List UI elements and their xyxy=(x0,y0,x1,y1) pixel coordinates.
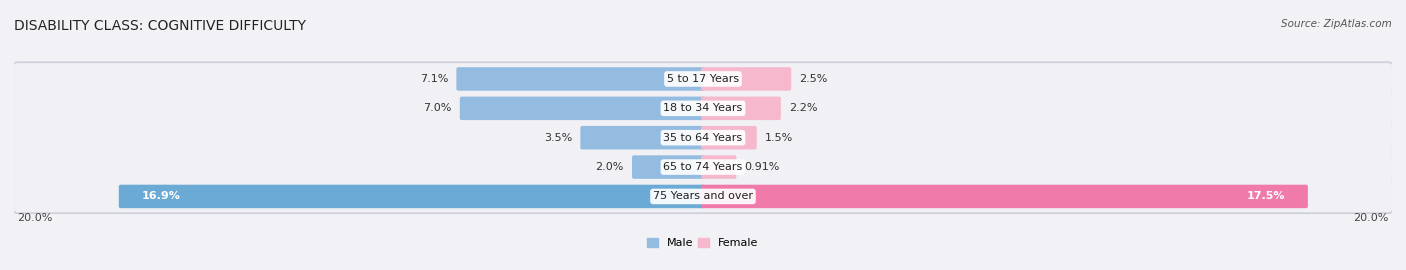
FancyBboxPatch shape xyxy=(702,185,1308,208)
FancyBboxPatch shape xyxy=(702,67,792,91)
FancyBboxPatch shape xyxy=(14,61,1392,97)
FancyBboxPatch shape xyxy=(14,91,1392,126)
FancyBboxPatch shape xyxy=(702,126,756,150)
Legend: Male, Female: Male, Female xyxy=(643,233,763,253)
FancyBboxPatch shape xyxy=(702,97,780,120)
FancyBboxPatch shape xyxy=(14,122,1392,154)
FancyBboxPatch shape xyxy=(14,150,1392,185)
FancyBboxPatch shape xyxy=(14,151,1392,183)
Text: 2.5%: 2.5% xyxy=(800,74,828,84)
Text: 18 to 34 Years: 18 to 34 Years xyxy=(664,103,742,113)
Text: 20.0%: 20.0% xyxy=(1353,212,1389,222)
Text: Source: ZipAtlas.com: Source: ZipAtlas.com xyxy=(1281,19,1392,29)
Text: 3.5%: 3.5% xyxy=(544,133,572,143)
Text: 7.1%: 7.1% xyxy=(420,74,449,84)
Text: 0.91%: 0.91% xyxy=(745,162,780,172)
Text: 5 to 17 Years: 5 to 17 Years xyxy=(666,74,740,84)
Text: 65 to 74 Years: 65 to 74 Years xyxy=(664,162,742,172)
Text: 20.0%: 20.0% xyxy=(17,212,53,222)
Text: 7.0%: 7.0% xyxy=(423,103,451,113)
FancyBboxPatch shape xyxy=(14,92,1392,124)
Text: 16.9%: 16.9% xyxy=(142,191,180,201)
FancyBboxPatch shape xyxy=(460,97,704,120)
FancyBboxPatch shape xyxy=(702,155,737,179)
FancyBboxPatch shape xyxy=(118,185,704,208)
Text: 1.5%: 1.5% xyxy=(765,133,793,143)
FancyBboxPatch shape xyxy=(457,67,704,91)
Text: 17.5%: 17.5% xyxy=(1247,191,1285,201)
FancyBboxPatch shape xyxy=(581,126,704,150)
Text: 2.0%: 2.0% xyxy=(595,162,624,172)
FancyBboxPatch shape xyxy=(14,181,1392,212)
FancyBboxPatch shape xyxy=(14,179,1392,214)
Text: 2.2%: 2.2% xyxy=(789,103,818,113)
FancyBboxPatch shape xyxy=(633,155,704,179)
FancyBboxPatch shape xyxy=(14,63,1392,95)
FancyBboxPatch shape xyxy=(14,120,1392,155)
Text: DISABILITY CLASS: COGNITIVE DIFFICULTY: DISABILITY CLASS: COGNITIVE DIFFICULTY xyxy=(14,19,307,33)
Text: 35 to 64 Years: 35 to 64 Years xyxy=(664,133,742,143)
Text: 75 Years and over: 75 Years and over xyxy=(652,191,754,201)
